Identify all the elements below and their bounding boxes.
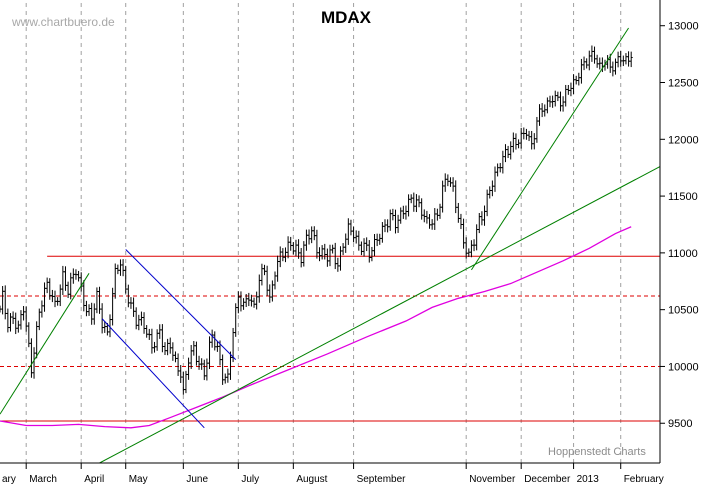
y-tick-label-4: 11500 bbox=[668, 191, 698, 203]
trendline-1 bbox=[99, 166, 660, 463]
horizontal-levels bbox=[0, 255, 660, 422]
trendline-0 bbox=[0, 273, 90, 415]
x-tick-label-11: February bbox=[624, 474, 664, 485]
x-tick-label-2: April bbox=[84, 474, 104, 485]
y-tick-label-0: 9500 bbox=[668, 418, 692, 430]
y-tick-label-7: 13000 bbox=[668, 21, 699, 33]
trendlines bbox=[0, 27, 660, 463]
x-tick-label-6: August bbox=[296, 474, 327, 485]
trendline-3 bbox=[125, 249, 237, 360]
price-bar-241 bbox=[629, 51, 633, 68]
x-tick-label-10: 2013 bbox=[577, 474, 600, 485]
y-axis-ticks: 9500 10000 10500 11000 11500 12000 12500 13000 bbox=[660, 21, 699, 430]
x-tick-label-8: November bbox=[469, 474, 516, 485]
axes bbox=[0, 0, 661, 464]
trendline-4 bbox=[101, 318, 205, 429]
chart-title: MDAX bbox=[321, 8, 372, 27]
x-tick-label-7: September bbox=[357, 474, 407, 485]
x-tick-label-1: March bbox=[29, 474, 57, 485]
watermark: www.chartbuero.de bbox=[11, 15, 115, 29]
x-axis-ticks: ary March April May June July August September N… bbox=[2, 463, 664, 485]
y-tick-label-5: 12000 bbox=[668, 134, 699, 146]
x-tick-label-9: December bbox=[524, 474, 571, 485]
moving-average-line bbox=[0, 226, 632, 429]
x-tick-label-0: ary bbox=[2, 474, 16, 485]
y-tick-label-1: 10000 bbox=[668, 361, 699, 373]
price-series bbox=[0, 45, 633, 395]
y-tick-label-2: 10500 bbox=[668, 305, 699, 317]
x-tick-label-4: June bbox=[186, 474, 208, 485]
y-tick-label-3: 11000 bbox=[668, 248, 698, 260]
x-tick-label-5: July bbox=[241, 474, 259, 485]
x-tick-label-3: May bbox=[129, 474, 148, 485]
moving-average bbox=[0, 226, 632, 429]
credit-text: Hoppenstedt Charts bbox=[548, 446, 646, 458]
trendline-2 bbox=[471, 27, 629, 271]
y-tick-label-6: 12500 bbox=[668, 78, 699, 90]
